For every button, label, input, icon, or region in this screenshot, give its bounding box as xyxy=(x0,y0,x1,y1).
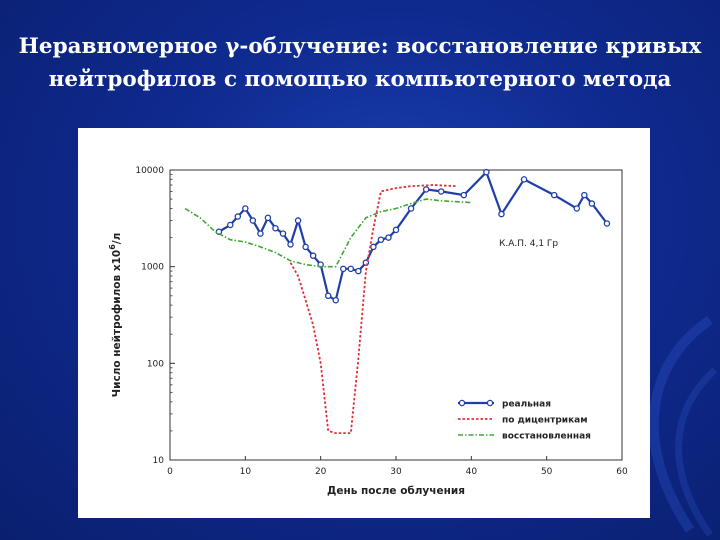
data-point xyxy=(437,188,445,195)
data-point xyxy=(385,234,392,241)
y-tick-label: 100 xyxy=(147,359,164,369)
data-point xyxy=(588,200,596,207)
decorative-swirl xyxy=(648,315,718,537)
chart-figure: 0 10 20 30 40 50 60 10 100 1000 10000 День после … xyxy=(78,128,650,518)
data-point xyxy=(370,243,377,251)
legend-label: реальная xyxy=(502,400,551,410)
data-point xyxy=(294,217,302,224)
data-point xyxy=(498,210,505,218)
data-point xyxy=(347,265,355,273)
x-tick-label: 0 xyxy=(167,467,173,477)
legend-label: по дицентрикам xyxy=(502,416,588,426)
legend-marker xyxy=(458,399,466,407)
data-point xyxy=(309,252,317,259)
x-tick-label: 60 xyxy=(616,467,628,477)
series-line-2 xyxy=(289,184,457,435)
data-point xyxy=(581,191,588,199)
data-point xyxy=(355,267,362,275)
data-point xyxy=(422,186,430,193)
data-point xyxy=(227,221,234,229)
data-point xyxy=(264,214,272,222)
x-tick-label: 30 xyxy=(390,467,402,477)
x-tick-label: 20 xyxy=(315,467,327,477)
data-point xyxy=(332,296,339,304)
data-point xyxy=(279,230,287,237)
y-axis-label: Число нейтрофилов x106/л xyxy=(108,233,123,398)
data-point xyxy=(287,241,294,248)
y-tick-label: 1000 xyxy=(141,263,164,273)
data-point xyxy=(272,224,279,232)
data-point xyxy=(460,191,468,199)
data-point xyxy=(249,217,257,224)
series-line-1 xyxy=(218,170,608,302)
y-tick-label: 10 xyxy=(153,456,165,466)
data-point xyxy=(603,220,611,227)
data-point xyxy=(234,213,242,220)
data-point xyxy=(520,176,528,183)
legend-label: восстановленная xyxy=(502,432,591,442)
legend: реальная по дицентрикам восстановленная xyxy=(458,400,591,442)
data-point xyxy=(483,168,490,176)
legend-marker xyxy=(486,399,494,407)
data-point xyxy=(550,191,558,199)
data-point xyxy=(377,236,385,243)
data-point xyxy=(324,292,332,300)
slide-title: Неравномерное γ-облучение: восстановлени… xyxy=(0,30,720,96)
x-tick-label: 10 xyxy=(240,467,252,477)
data-point xyxy=(340,265,347,273)
x-tick-label: 50 xyxy=(541,467,553,477)
data-point xyxy=(407,205,415,212)
y-tick-label: 10000 xyxy=(135,166,164,176)
x-axis-label: День после облучения xyxy=(327,485,465,497)
slide-title-line-1: Неравномерное γ-облучение: восстановлени… xyxy=(18,34,702,59)
data-point xyxy=(392,226,400,234)
x-tick-label: 40 xyxy=(466,467,478,477)
data-point xyxy=(242,205,249,212)
dose-annotation: К.А.П. 4,1 Гр xyxy=(499,239,558,249)
data-point xyxy=(257,230,264,237)
data-point xyxy=(302,243,309,251)
data-point xyxy=(573,205,581,212)
slide-title-line-2: нейтрофилов с помощью компьютерного мето… xyxy=(48,67,672,92)
series-line-3 xyxy=(184,198,472,268)
